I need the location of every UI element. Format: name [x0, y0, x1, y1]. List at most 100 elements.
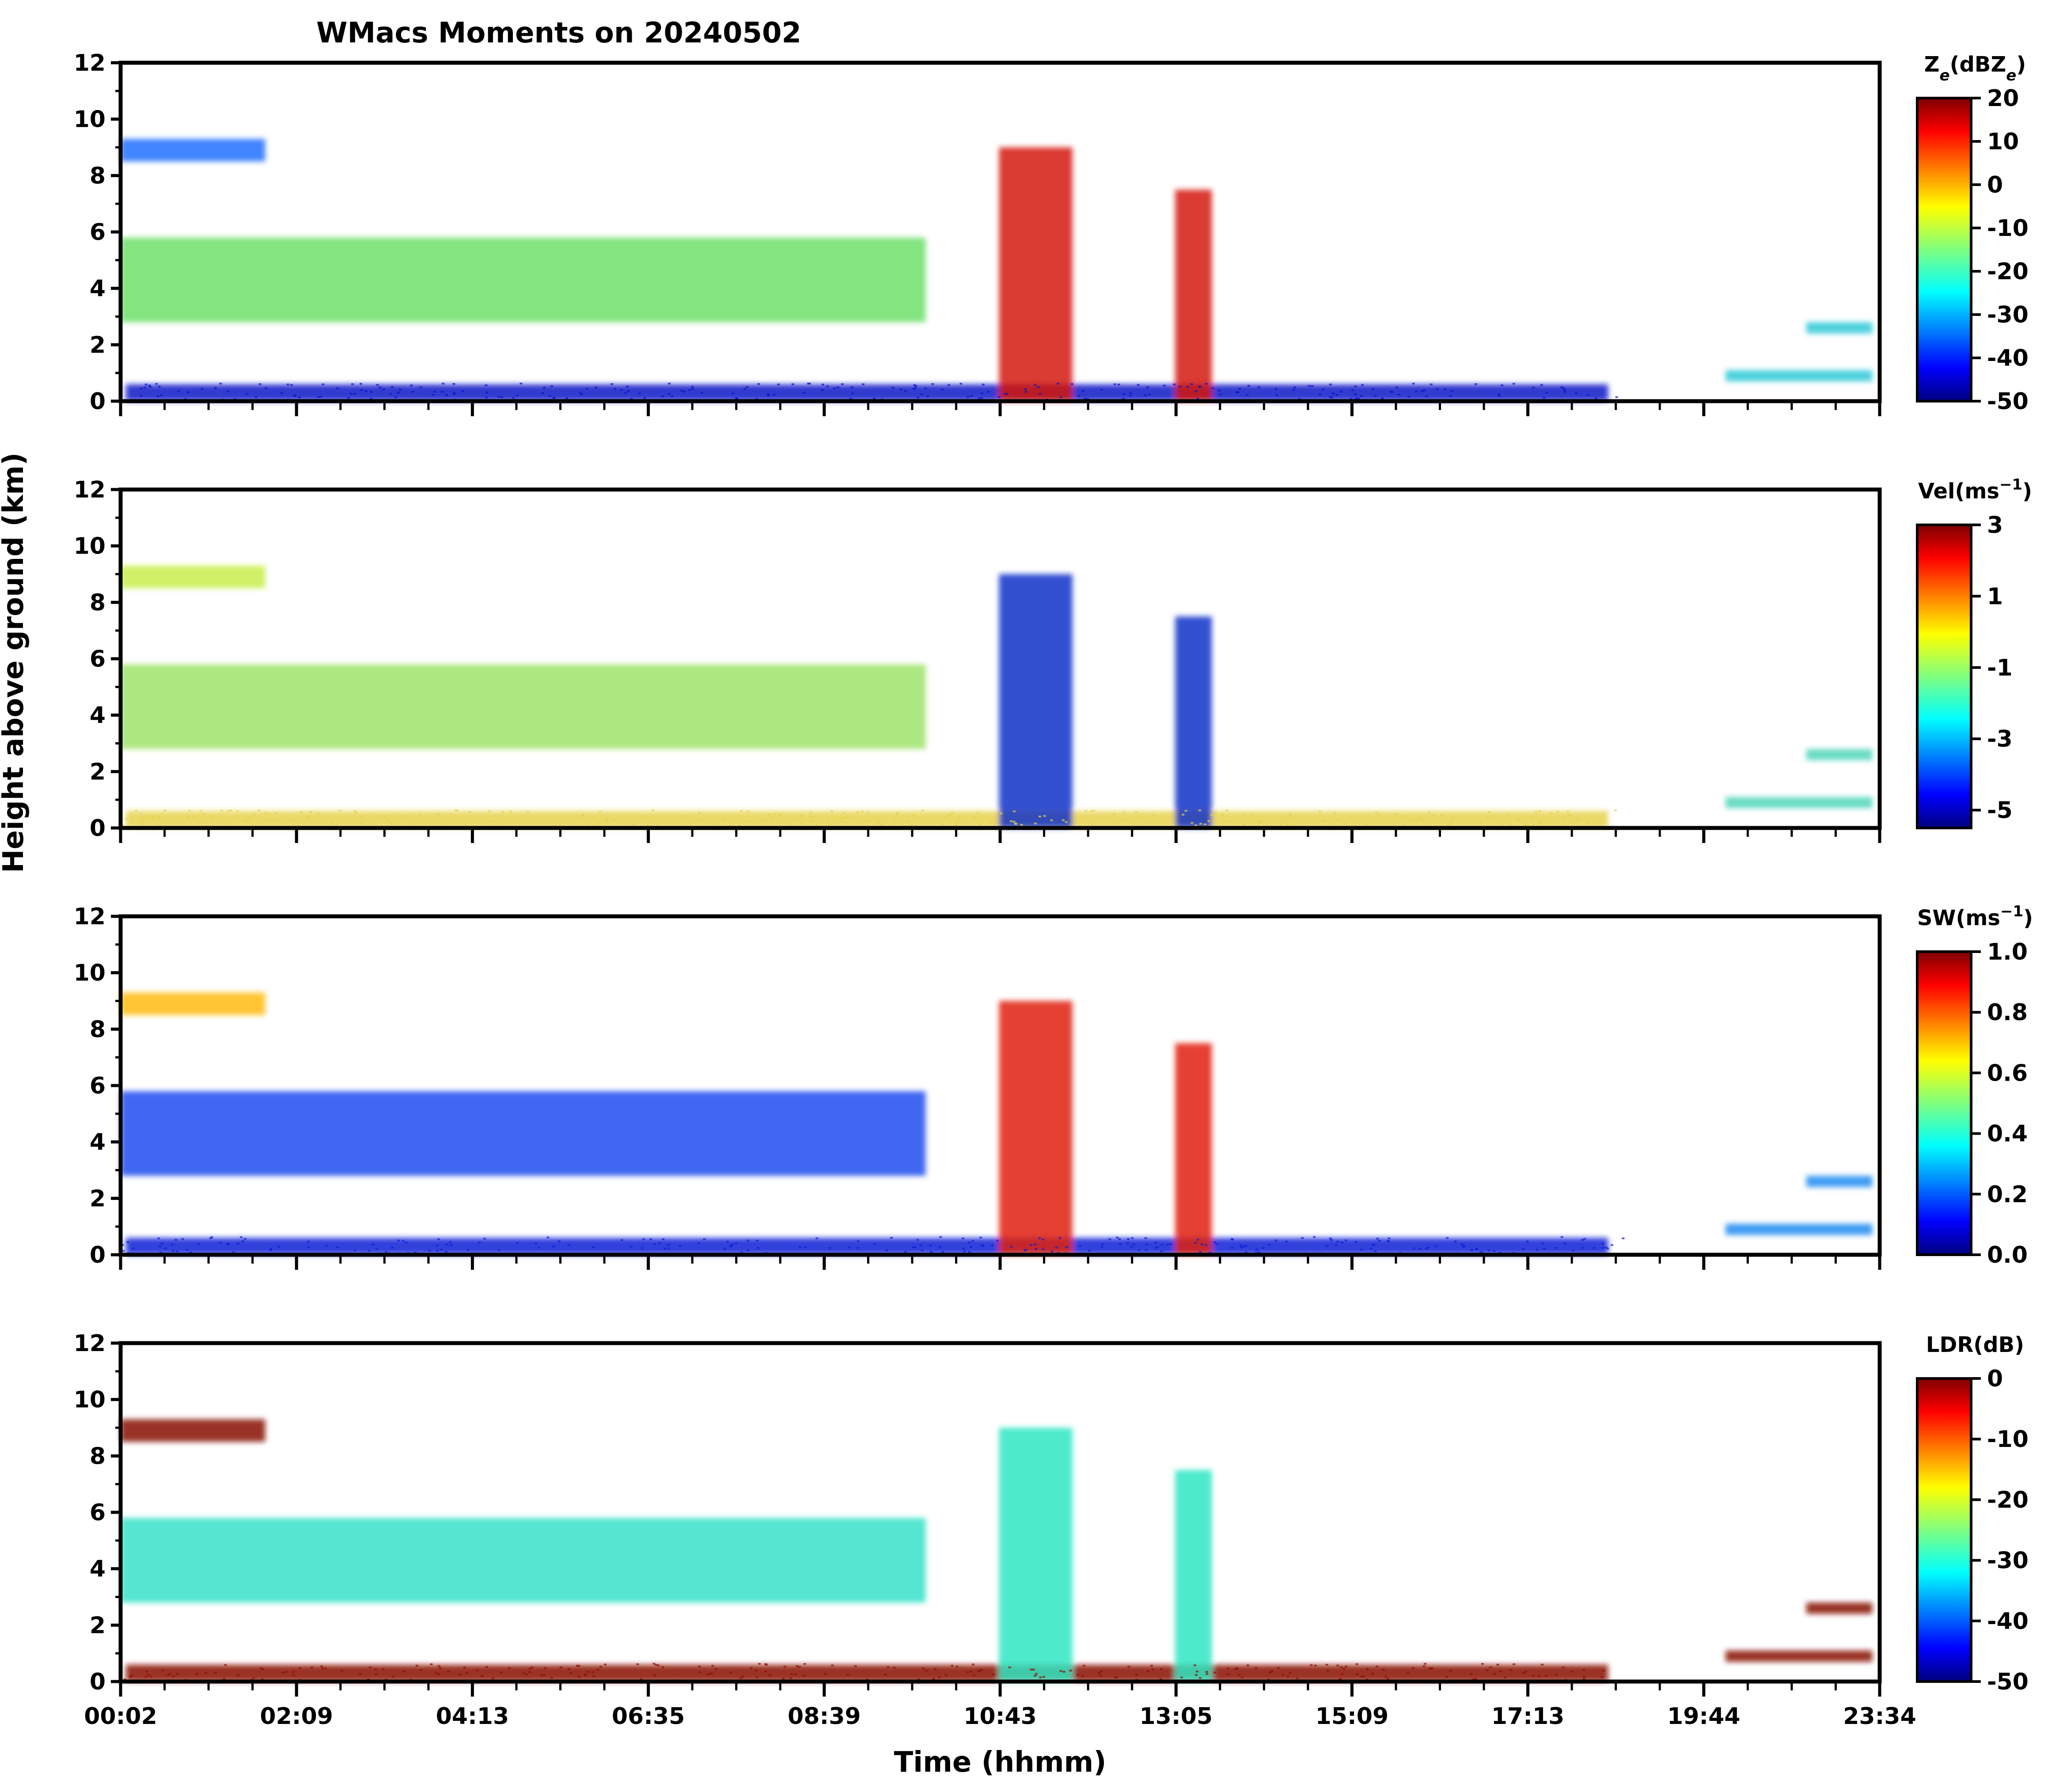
speckle [1426, 1246, 1430, 1249]
speckle [1084, 816, 1087, 818]
speckle [1240, 1676, 1244, 1678]
speckle [439, 1667, 442, 1670]
speckle [815, 1237, 819, 1239]
speckle [419, 386, 422, 388]
speckle [1412, 383, 1415, 385]
speckle [982, 1245, 985, 1247]
speckle [1226, 1667, 1229, 1670]
speckle [1344, 1239, 1347, 1241]
speckle [841, 820, 844, 823]
speckle [638, 392, 641, 395]
speckle [1207, 820, 1210, 822]
speckle [836, 386, 839, 388]
speckle [723, 1248, 726, 1250]
data-layer-ldr [121, 1419, 1873, 1682]
speckle [1160, 1250, 1163, 1252]
speckle [997, 396, 1001, 398]
speckle [1586, 822, 1589, 824]
y-tick-label: 0 [90, 1242, 106, 1268]
speckle [977, 1670, 980, 1672]
speckle [1129, 395, 1132, 397]
speckle [1281, 1674, 1284, 1676]
speckle [1595, 397, 1598, 399]
speckle [540, 1674, 543, 1676]
speckle [1032, 1668, 1035, 1671]
speckle [667, 1247, 670, 1249]
speckle [324, 1667, 327, 1669]
speckle [916, 1239, 919, 1241]
speckle [1377, 814, 1380, 816]
speckle [1296, 1677, 1299, 1679]
speckle [1401, 815, 1404, 817]
speckle [1394, 813, 1397, 815]
speckle [243, 1238, 246, 1240]
speckle [492, 1677, 495, 1679]
speckle [440, 391, 444, 393]
speckle [277, 1246, 280, 1248]
speckle [1424, 1663, 1427, 1665]
colorbar-tick-label: -50 [1987, 388, 2029, 415]
speckle [735, 1242, 738, 1245]
speckle [525, 1673, 528, 1675]
speckle [1501, 384, 1504, 387]
y-tick-label: 8 [90, 589, 106, 616]
x-tick-label: 19:44 [1667, 1703, 1741, 1730]
y-tick-label: 10 [74, 533, 106, 560]
speckle [1487, 1249, 1490, 1251]
speckle [1146, 1670, 1149, 1672]
speckle [468, 811, 471, 813]
speckle [912, 1246, 915, 1249]
speckle [1431, 1667, 1434, 1670]
speckle [1329, 383, 1332, 386]
speckle [172, 1675, 175, 1678]
speckle [292, 1674, 295, 1676]
speckle [1489, 1666, 1492, 1668]
speckle [980, 821, 983, 823]
speckle [661, 1666, 664, 1668]
feature-6 [1806, 1602, 1873, 1614]
speckle [1408, 818, 1411, 820]
speckle [543, 1674, 546, 1676]
x-axis-label: Time (hhmm) [894, 1746, 1107, 1779]
speckle [386, 819, 389, 821]
speckle [160, 1242, 163, 1245]
speckle [726, 1241, 729, 1243]
speckle [370, 398, 373, 400]
speckle [275, 812, 278, 814]
speckle [1039, 393, 1042, 395]
speckle [1281, 818, 1284, 820]
speckle [1512, 1663, 1515, 1665]
speckle [1602, 1247, 1605, 1249]
speckle [125, 817, 129, 820]
speckle [351, 383, 354, 385]
speckle [980, 397, 983, 399]
speckle [188, 810, 191, 812]
speckle [1425, 1248, 1428, 1250]
speckle [1376, 1238, 1379, 1240]
speckle [558, 1240, 561, 1242]
speckle [1214, 812, 1217, 814]
speckle [265, 387, 268, 389]
y-tick-label: 6 [90, 1073, 106, 1099]
speckle [1076, 1674, 1079, 1676]
speckle [656, 824, 660, 827]
speckle [956, 1666, 959, 1668]
speckle [1493, 1673, 1496, 1675]
y-tick-label: 2 [90, 1185, 106, 1212]
speckle [541, 392, 544, 394]
speckle [1035, 1673, 1038, 1675]
colorbar-tick-label: -40 [1987, 1608, 2029, 1635]
y-tick-label: 4 [90, 1129, 106, 1156]
colorbar-tick-label: 0.4 [1987, 1121, 2028, 1147]
speckle [1065, 1246, 1068, 1248]
speckle [1184, 810, 1187, 812]
speckle [1322, 820, 1325, 823]
speckle [186, 816, 189, 818]
speckle [917, 396, 920, 399]
speckle [281, 1671, 284, 1674]
speckle [1543, 1248, 1546, 1250]
speckle [516, 395, 519, 397]
speckle [1301, 1237, 1304, 1239]
speckle [857, 1240, 860, 1242]
speckle [559, 1667, 562, 1669]
